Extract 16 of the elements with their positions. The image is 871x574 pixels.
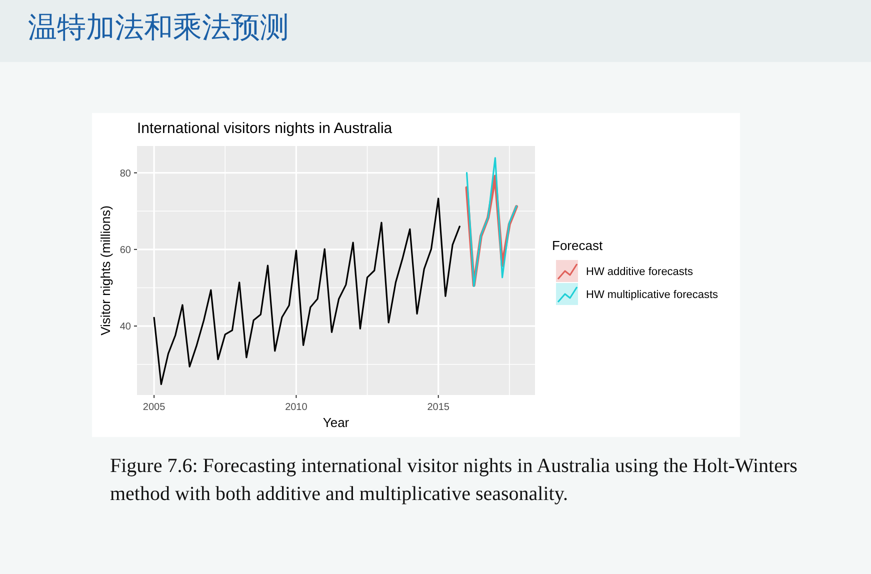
x-axis-title: Year [322, 415, 350, 430]
line-series [466, 157, 518, 288]
x-tick-label: 2005 [142, 402, 166, 413]
x-tick-label: 2010 [285, 402, 308, 413]
legend-label: HW additive forecasts [586, 266, 694, 278]
legend-title: Forecast [552, 238, 603, 253]
y-axis-title: Visitor nights (millions) [98, 206, 113, 336]
y-tick-label: 80 [120, 168, 132, 180]
y-tick-label: 60 [120, 244, 132, 256]
chart-title: 温特加法和乘法预测 [28, 10, 289, 44]
legend-label: HW multiplicative forecasts [586, 288, 719, 301]
line-series [153, 198, 460, 386]
caption: Figure 7.6: Forecasting international visitor nights in Australia using the Holt-Winters method with both additive and multiplicative seasonality. [110, 454, 798, 507]
x-tick-label: 2015 [427, 402, 450, 413]
chart-subtitle: International visitors nights in Australia [137, 120, 393, 137]
y-tick-label: 40 [120, 322, 132, 333]
